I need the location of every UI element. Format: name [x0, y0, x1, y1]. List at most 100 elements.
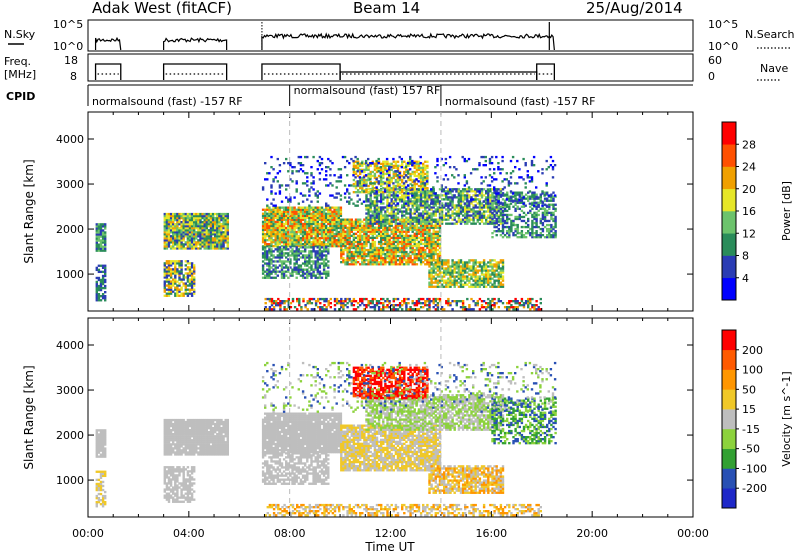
power-cell — [359, 246, 362, 250]
power-cell — [337, 234, 340, 238]
power-cell — [165, 239, 169, 242]
power-cell — [419, 206, 423, 209]
power-cell — [485, 216, 488, 219]
power-cell — [188, 247, 192, 250]
power-cell — [316, 246, 319, 249]
power-cell — [377, 240, 381, 244]
power-cell — [390, 210, 393, 213]
power-cell — [388, 178, 391, 182]
power-cell — [342, 236, 345, 240]
power-cell — [361, 164, 364, 168]
power-cell — [325, 234, 328, 238]
power-cell — [403, 210, 406, 213]
power-cell — [163, 216, 166, 220]
power-cell — [101, 249, 105, 252]
power-cell — [167, 218, 171, 222]
power-cell — [394, 160, 398, 163]
power-cell — [205, 212, 208, 216]
power-cell — [165, 272, 169, 275]
power-cell — [432, 252, 435, 256]
power-cell — [445, 212, 448, 215]
power-cell — [430, 212, 433, 215]
power-cell — [172, 260, 175, 263]
power-cell — [97, 278, 101, 282]
power-cell — [455, 196, 458, 199]
power-cell — [384, 259, 387, 262]
power-cell — [459, 285, 463, 288]
power-cell — [182, 218, 185, 222]
power-cell — [163, 235, 166, 238]
power-cell — [438, 218, 442, 221]
nave-label: Nave — [760, 62, 788, 75]
power-cell — [375, 180, 379, 184]
power-cell — [503, 199, 507, 202]
power-cell — [282, 234, 286, 238]
power-cell — [101, 264, 105, 267]
power-cell — [201, 237, 204, 240]
power-cell — [282, 239, 286, 242]
power-cell — [101, 245, 105, 248]
power-cell — [295, 258, 298, 261]
power-cell — [510, 219, 513, 223]
power-cell — [287, 230, 290, 234]
power-cell — [97, 276, 101, 280]
power-cell — [342, 242, 345, 246]
power-cell — [382, 174, 385, 178]
power-cell — [457, 204, 461, 207]
power-cell — [443, 218, 446, 221]
power-cell — [434, 271, 437, 274]
power-cell — [464, 220, 467, 223]
power-cell — [101, 266, 105, 270]
power-cell — [95, 268, 98, 272]
power-cell — [342, 240, 345, 244]
power-cell — [190, 294, 194, 297]
power-cell — [293, 268, 296, 271]
power-cell — [457, 271, 461, 274]
power-cell — [340, 254, 343, 258]
power-cell — [445, 259, 448, 262]
power-cell — [354, 228, 358, 231]
power-cell — [499, 219, 503, 223]
power-cell — [308, 210, 311, 213]
power-cell — [95, 276, 98, 280]
power-cell — [548, 205, 551, 208]
power-cell — [457, 196, 461, 199]
power-cell — [274, 268, 277, 271]
power-cell — [371, 250, 374, 254]
power-cell — [470, 267, 473, 270]
power-cell — [426, 220, 429, 223]
power-cell — [268, 262, 271, 265]
power-cell — [348, 257, 351, 260]
power-cell — [550, 199, 553, 202]
power-cell — [447, 273, 450, 276]
power-cell — [209, 233, 213, 236]
power-cell — [434, 208, 437, 211]
power-cell — [346, 254, 349, 258]
power-cell — [529, 211, 532, 215]
power-cell — [419, 204, 423, 207]
power-cell — [226, 218, 229, 222]
power-cell — [510, 199, 513, 202]
power-cell — [365, 180, 368, 184]
power-cell — [375, 196, 379, 199]
power-cell — [285, 206, 288, 209]
power-cell — [365, 228, 368, 231]
power-cell — [306, 212, 309, 215]
power-cell — [350, 224, 353, 227]
power-cell — [489, 196, 492, 199]
power-cell — [405, 240, 408, 244]
power-cell — [449, 200, 452, 203]
power-cell — [384, 242, 387, 246]
power-cell — [314, 208, 317, 211]
power-cell — [550, 234, 553, 237]
power-cell — [188, 216, 192, 220]
power-cell — [382, 238, 385, 242]
power-cell — [306, 243, 309, 246]
power-cell — [203, 227, 206, 230]
power-cell — [405, 191, 408, 194]
power-cell — [278, 254, 282, 257]
power-cell — [472, 222, 475, 225]
power-cell — [218, 225, 221, 228]
power-cell — [220, 233, 223, 236]
power-cell — [220, 239, 223, 242]
